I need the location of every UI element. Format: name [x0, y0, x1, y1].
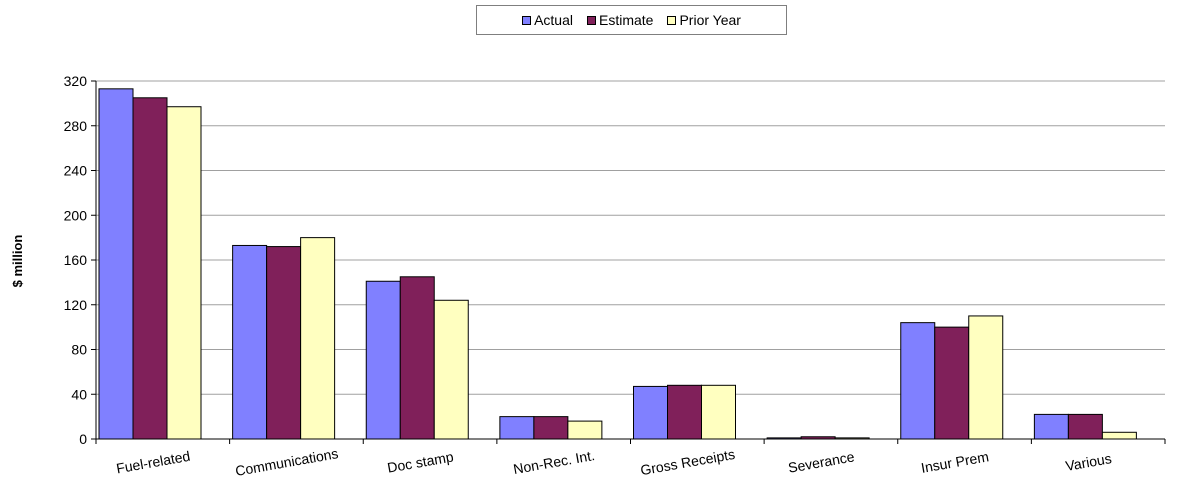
- y-tick-label: 0: [79, 431, 87, 447]
- legend-swatch-prior-year: [667, 15, 677, 25]
- bar-prior-year: [300, 237, 336, 440]
- y-tick-label: 80: [71, 342, 87, 358]
- bar-estimate: [266, 246, 302, 440]
- y-tick-label: 40: [71, 386, 87, 402]
- bar-estimate: [132, 97, 168, 440]
- legend-label-prior-year: Prior Year: [679, 12, 741, 28]
- legend-label-actual: Actual: [534, 12, 573, 28]
- legend-item-actual: Actual: [522, 12, 573, 28]
- bar-prior-year: [834, 437, 870, 440]
- x-tick-label: Various: [1064, 450, 1113, 474]
- y-tick-label: 200: [64, 207, 88, 223]
- y-tick-label: 280: [64, 118, 88, 134]
- bar-prior-year: [968, 315, 1004, 440]
- bars: [98, 88, 1137, 440]
- bar-prior-year: [567, 420, 603, 440]
- bar-prior-year: [701, 384, 736, 440]
- y-tick-label: 120: [64, 297, 88, 313]
- x-tick-label: Communications: [234, 445, 339, 479]
- x-tick-label: Gross Receipts: [639, 446, 736, 478]
- legend-item-prior-year: Prior Year: [667, 12, 741, 28]
- bar-estimate: [934, 326, 970, 440]
- bar-actual: [633, 385, 668, 440]
- bar-actual: [499, 416, 535, 440]
- y-tick-label: 320: [64, 73, 88, 89]
- legend-swatch-actual: [522, 15, 532, 25]
- legend-item-estimate: Estimate: [586, 12, 654, 28]
- bar-estimate: [667, 384, 702, 440]
- x-tick-label: Doc stamp: [386, 448, 455, 475]
- bar-actual: [900, 322, 936, 440]
- x-tick-label: Insur Prem: [920, 448, 990, 476]
- x-tick-label: Fuel-related: [115, 448, 191, 477]
- bar-estimate: [800, 436, 836, 440]
- bar-prior-year: [433, 299, 469, 440]
- y-tick-label: 160: [64, 252, 88, 268]
- bar-estimate: [1067, 413, 1103, 440]
- x-tick-label: Non-Rec. Int.: [512, 447, 596, 477]
- y-tick-label: 240: [64, 163, 88, 179]
- legend: Actual Estimate Prior Year: [476, 5, 787, 35]
- bar-estimate: [533, 416, 569, 440]
- x-tick-label: Severance: [787, 448, 856, 475]
- legend-swatch-estimate: [586, 15, 596, 25]
- bar-prior-year: [166, 106, 202, 440]
- bar-prior-year: [1101, 431, 1137, 440]
- bar-actual: [1033, 413, 1069, 440]
- y-axis-title: $ million: [10, 235, 25, 288]
- bar-actual: [98, 88, 134, 440]
- bar-actual: [232, 244, 268, 440]
- bar-estimate: [399, 276, 435, 440]
- bar-actual: [766, 437, 802, 440]
- legend-label-estimate: Estimate: [598, 12, 654, 28]
- bar-actual: [365, 280, 401, 440]
